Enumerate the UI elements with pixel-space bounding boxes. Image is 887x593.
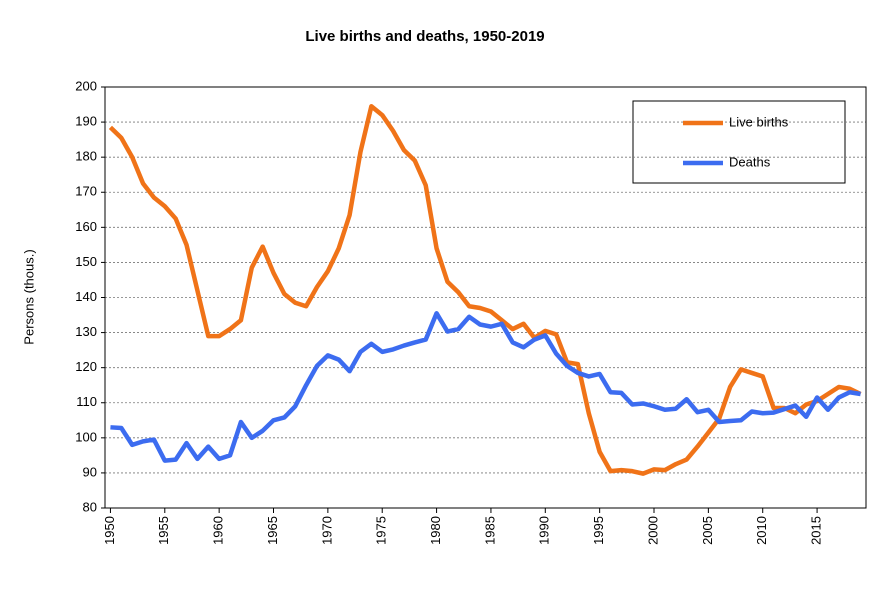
plot-frame bbox=[104, 86, 867, 509]
y-tick-label: 140 bbox=[75, 289, 97, 304]
x-tick-label: 1950 bbox=[102, 516, 117, 545]
y-tick-label: 180 bbox=[75, 149, 97, 164]
y-tick-label: 100 bbox=[75, 429, 97, 444]
y-tick-label: 80 bbox=[83, 499, 97, 514]
y-tick-label: 110 bbox=[76, 394, 97, 409]
y-tick-label: 170 bbox=[75, 184, 97, 199]
y-tick-label: 160 bbox=[75, 219, 97, 234]
x-tick-label: 1955 bbox=[156, 516, 171, 545]
y-tick-label: 120 bbox=[75, 359, 97, 374]
legend-label: Live births bbox=[729, 114, 789, 129]
legend-box bbox=[632, 100, 846, 184]
y-axis-label: Persons (thous.) bbox=[21, 249, 36, 344]
x-tick-label: 1975 bbox=[374, 516, 389, 545]
series-line bbox=[110, 311, 861, 463]
x-tick-label: 2000 bbox=[645, 516, 660, 545]
chart-title: Live births and deaths, 1950-2019 bbox=[305, 28, 544, 45]
x-tick-label: 1980 bbox=[428, 516, 443, 545]
x-tick-label: 2015 bbox=[809, 516, 824, 545]
y-tick-label: 90 bbox=[83, 464, 97, 479]
x-tick-label: 2005 bbox=[700, 516, 715, 545]
y-tick-label: 190 bbox=[75, 114, 97, 129]
x-tick-label: 2010 bbox=[754, 516, 769, 545]
legend-label: Deaths bbox=[729, 154, 771, 169]
y-tick-label: 130 bbox=[75, 324, 97, 339]
x-tick-label: 1990 bbox=[537, 516, 552, 545]
x-tick-label: 1995 bbox=[591, 516, 606, 545]
y-tick-label: 200 bbox=[75, 78, 97, 93]
x-tick-label: 1965 bbox=[265, 516, 280, 545]
x-tick-label: 1985 bbox=[482, 516, 497, 545]
y-tick-label: 150 bbox=[75, 254, 97, 269]
series-line bbox=[108, 104, 862, 476]
x-tick-label: 1970 bbox=[319, 516, 334, 545]
x-tick-label: 1960 bbox=[211, 516, 226, 545]
